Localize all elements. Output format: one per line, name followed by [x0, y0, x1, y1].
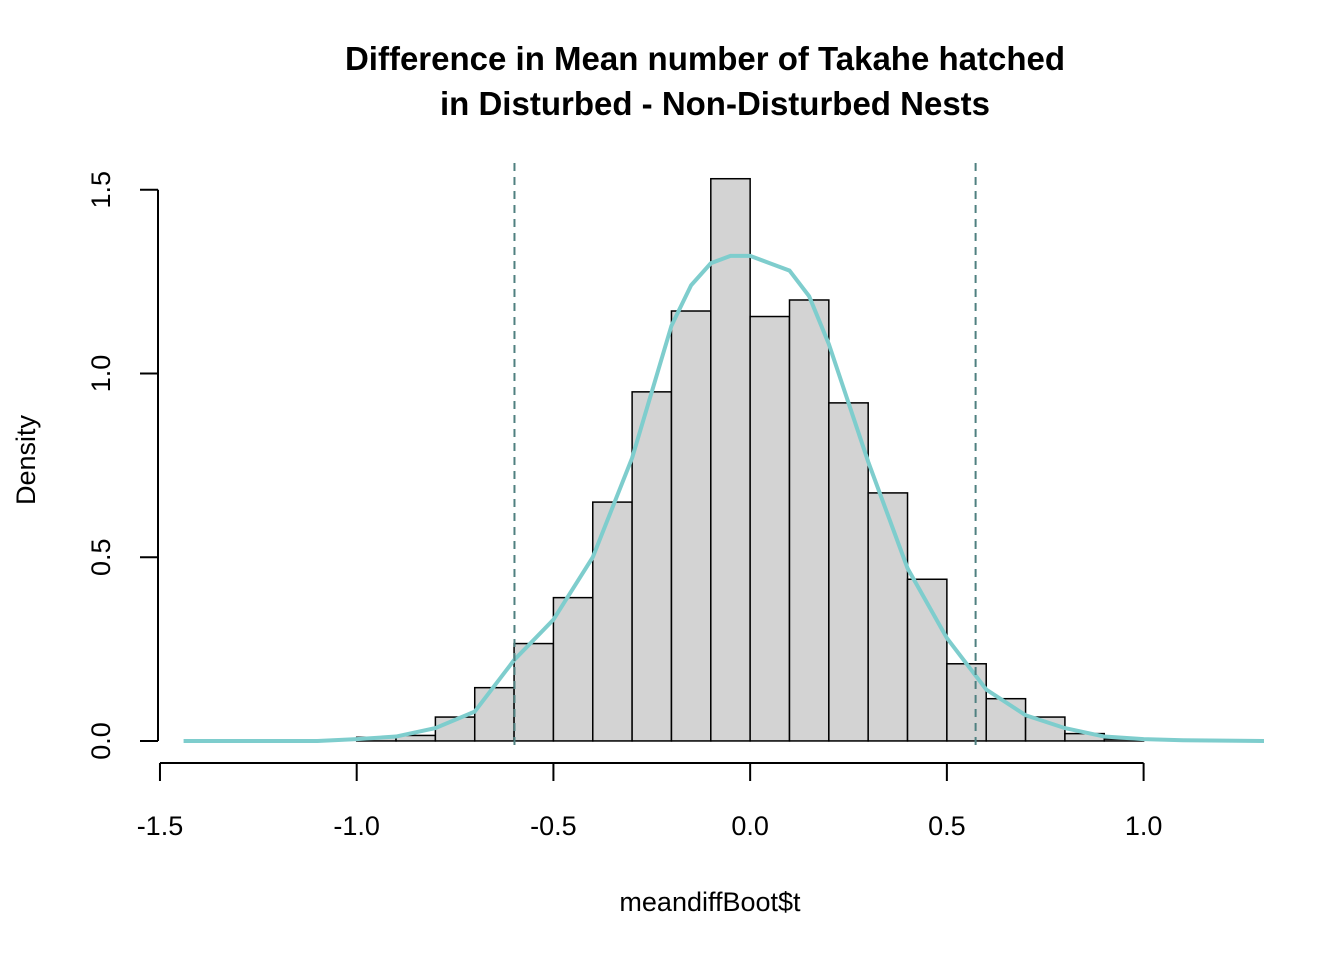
- y-tick-label: 0.0: [86, 722, 116, 760]
- chart-title: Difference in Mean number of Takahe hatc…: [345, 40, 1065, 77]
- bar: [985, 697, 1027, 742]
- x-tick-label: 0.5: [928, 811, 966, 841]
- y-tick-label: 0.5: [86, 538, 116, 576]
- bar: [710, 177, 751, 742]
- bar: [788, 299, 830, 742]
- x-tick-label: 0.0: [731, 811, 769, 841]
- density-line: [183, 253, 1265, 743]
- x-tick-label: 1.0: [1125, 811, 1163, 841]
- x-axis-label: meandiffBoot$t: [619, 887, 801, 917]
- bar: [552, 596, 594, 742]
- x-tick-label: -1.5: [137, 811, 184, 841]
- bar: [631, 391, 673, 742]
- bar: [867, 492, 909, 742]
- y-tick-label: 1.5: [86, 171, 116, 209]
- bar: [670, 310, 712, 742]
- x-tick-label: -1.0: [333, 811, 380, 841]
- chart-title: in Disturbed - Non-Disturbed Nests: [440, 85, 990, 122]
- bar: [749, 315, 791, 742]
- y-tick-label: 1.0: [86, 355, 116, 393]
- bar: [473, 686, 515, 742]
- x-tick-label: -0.5: [530, 811, 577, 841]
- y-axis-label: Density: [11, 414, 41, 505]
- bar: [513, 642, 555, 742]
- bar: [946, 663, 987, 742]
- bar: [828, 402, 869, 742]
